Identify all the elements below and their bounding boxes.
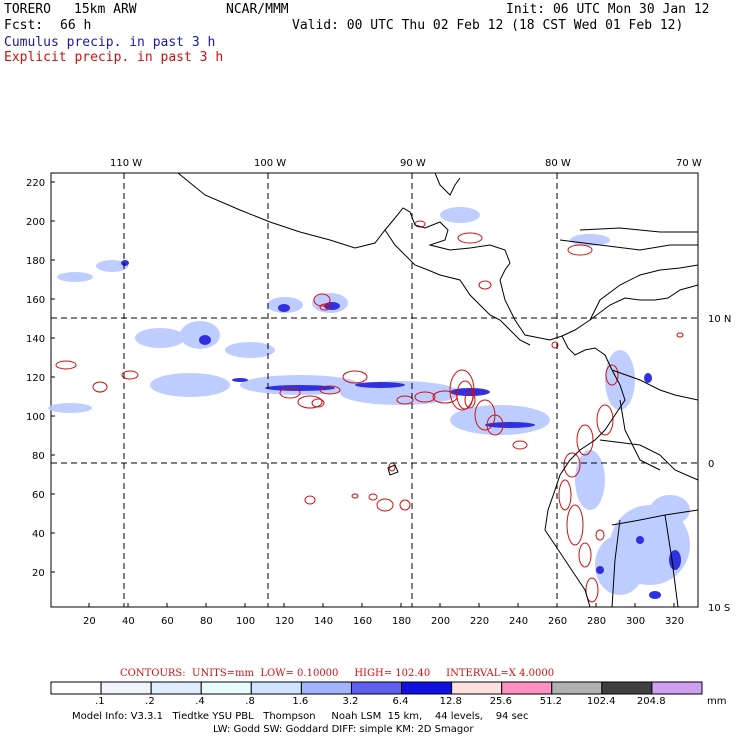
color-bar-label: 102.4 bbox=[586, 696, 616, 707]
lon-label: 80 W bbox=[545, 158, 571, 169]
x-tick-label: 140 bbox=[314, 616, 333, 627]
x-tick-label: 120 bbox=[275, 616, 294, 627]
model-name: TORERO bbox=[4, 2, 51, 17]
x-tick-label: 60 bbox=[161, 616, 174, 627]
color-bar-swatch bbox=[601, 681, 653, 695]
lon-label: 70 W bbox=[676, 158, 702, 169]
contour-label: CONTOURS: bbox=[120, 668, 186, 679]
color-bar-label: 51.2 bbox=[539, 696, 563, 707]
model-resolution: 15km ARW bbox=[74, 2, 137, 17]
color-bar-label: .2 bbox=[145, 696, 155, 707]
x-tick-label: 160 bbox=[353, 616, 372, 627]
axis-ticks bbox=[51, 181, 675, 607]
model-physics: LW: Godd SW: Goddard DIFF: simple KM: 2D… bbox=[213, 724, 474, 735]
y-tick-labels: 220 200 180 160 140 120 100 80 60 40 20 bbox=[26, 178, 45, 579]
color-bar-unit: mm bbox=[707, 696, 727, 707]
x-tick-label: 200 bbox=[431, 616, 450, 627]
contour-high: HIGH= 102.40 bbox=[354, 668, 431, 679]
contour-info: CONTOURS: UNITS=mm LOW= 0.10000 HIGH= 10… bbox=[120, 668, 554, 679]
x-tick-label: 300 bbox=[626, 616, 645, 627]
color-bar-label: 25.6 bbox=[489, 696, 512, 707]
explicit-precip-contours bbox=[55, 220, 684, 603]
x-tick-label: 40 bbox=[122, 616, 135, 627]
x-tick-label: 80 bbox=[200, 616, 213, 627]
color-bar bbox=[50, 681, 703, 695]
x-tick-label: 100 bbox=[236, 616, 255, 627]
x-tick-label: 240 bbox=[509, 616, 528, 627]
color-bar-swatch bbox=[250, 681, 302, 695]
y-tick-label: 180 bbox=[26, 256, 45, 267]
organization: NCAR/MMM bbox=[226, 2, 289, 17]
lon-label: 90 W bbox=[400, 158, 426, 169]
lat-label: 0 bbox=[708, 459, 714, 470]
valid-time: Valid: 00 UTC Thu 02 Feb 12 (18 CST Wed … bbox=[292, 18, 684, 33]
color-bar-label: 6.4 bbox=[392, 696, 409, 707]
y-tick-label: 60 bbox=[32, 490, 45, 501]
contour-units: UNITS=mm bbox=[192, 668, 255, 679]
y-tick-label: 80 bbox=[32, 451, 45, 462]
color-bar-swatch bbox=[501, 681, 553, 695]
lon-label: 100 W bbox=[254, 158, 286, 169]
color-bar-swatch bbox=[300, 681, 352, 695]
color-bar-swatch bbox=[150, 681, 202, 695]
x-tick-label: 260 bbox=[548, 616, 567, 627]
x-tick-label: 320 bbox=[665, 616, 684, 627]
x-tick-label: 220 bbox=[470, 616, 489, 627]
coastlines bbox=[177, 172, 699, 608]
color-bar-swatch bbox=[100, 681, 152, 695]
lat-label: 10 S bbox=[708, 603, 730, 614]
x-tick-labels: 20 40 60 80 100 120 140 160 180 200 220 … bbox=[83, 616, 684, 627]
color-bar-swatch bbox=[651, 681, 703, 695]
cumulus-precip-title: Cumulus precip. in past 3 h bbox=[4, 35, 216, 50]
color-bar-label: 3.2 bbox=[342, 696, 359, 707]
contour-interval: INTERVAL=X 4.0000 bbox=[446, 668, 555, 679]
y-tick-label: 220 bbox=[26, 178, 45, 189]
explicit-precip-title: Explicit precip. in past 3 h bbox=[4, 50, 224, 65]
lat-lon-grid bbox=[51, 173, 698, 607]
color-bar-swatch bbox=[401, 681, 453, 695]
y-tick-label: 160 bbox=[26, 295, 45, 306]
y-tick-label: 40 bbox=[32, 529, 45, 540]
color-bar-swatch bbox=[350, 681, 403, 695]
x-tick-label: 180 bbox=[392, 616, 411, 627]
forecast-hour: 66 h bbox=[60, 18, 92, 33]
color-bar-label: 12.8 bbox=[439, 696, 462, 707]
color-bar-label: 204.8 bbox=[636, 696, 666, 707]
init-time: Init: 06 UTC Mon 30 Jan 12 bbox=[506, 2, 710, 17]
y-tick-label: 100 bbox=[26, 412, 45, 423]
cumulus-precip-areas bbox=[48, 207, 690, 595]
forecast-label: Fcst: bbox=[4, 18, 44, 33]
color-bar-label: .4 bbox=[195, 696, 205, 707]
model-info: Model Info: V3.3.1 Tiedtke YSU PBL Thomp… bbox=[72, 711, 529, 722]
color-bar-label: .1 bbox=[95, 696, 105, 707]
color-bar-swatch bbox=[200, 681, 252, 695]
lat-label: 10 N bbox=[708, 314, 731, 325]
color-bar-swatch bbox=[50, 681, 102, 695]
color-bar-label: .8 bbox=[245, 696, 255, 707]
x-tick-label: 280 bbox=[587, 616, 606, 627]
lon-label: 110 W bbox=[110, 158, 142, 169]
cumulus-precip-cores bbox=[121, 260, 681, 599]
x-tick-label: 20 bbox=[83, 616, 96, 627]
y-tick-label: 20 bbox=[32, 568, 45, 579]
color-bar-swatch bbox=[551, 681, 603, 695]
color-bar-swatch bbox=[451, 681, 503, 695]
y-tick-label: 140 bbox=[26, 334, 45, 345]
contour-low: LOW= 0.10000 bbox=[260, 668, 339, 679]
color-bar-label: 1.6 bbox=[292, 696, 309, 707]
y-tick-label: 120 bbox=[26, 373, 45, 384]
y-tick-label: 200 bbox=[26, 217, 45, 228]
